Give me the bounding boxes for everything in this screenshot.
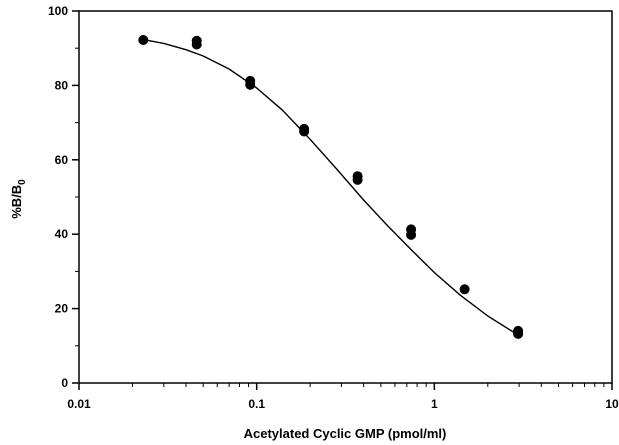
y-tick-label: 80	[55, 78, 69, 92]
y-tick-label: 60	[55, 153, 69, 167]
data-point	[406, 229, 417, 240]
plot-frame	[78, 10, 613, 384]
y-axis-title: %B/B0	[9, 179, 28, 219]
x-tick-label: 0.1	[248, 397, 265, 411]
y-axis-title-subscript: 0	[17, 179, 28, 185]
fit-curve-layer	[143, 38, 519, 336]
data-point	[299, 126, 310, 137]
data-points-layer	[138, 35, 524, 339]
fit-curve	[143, 38, 519, 336]
data-point	[513, 328, 524, 339]
data-point	[352, 174, 363, 185]
y-tick-label: 0	[61, 376, 68, 390]
y-tick-label: 100	[48, 4, 68, 18]
x-tick-label: 1	[431, 397, 438, 411]
data-point	[138, 35, 149, 45]
y-tick-label: 40	[55, 227, 69, 241]
y-axis-title-main: %B/B	[9, 185, 24, 219]
y-axis-ticks: 0 20 40 60 80 100	[48, 4, 79, 390]
x-tick-label: 0.01	[67, 397, 91, 411]
x-axis-title: Acetylated Cyclic GMP (pmol/ml)	[244, 426, 447, 441]
x-axis-ticks: 0.01 0.1 1 10	[67, 383, 619, 411]
y-tick-label: 20	[55, 302, 69, 316]
x-tick-label: 10	[605, 397, 619, 411]
data-point	[191, 39, 202, 50]
data-point	[245, 79, 256, 90]
data-point	[459, 284, 470, 295]
